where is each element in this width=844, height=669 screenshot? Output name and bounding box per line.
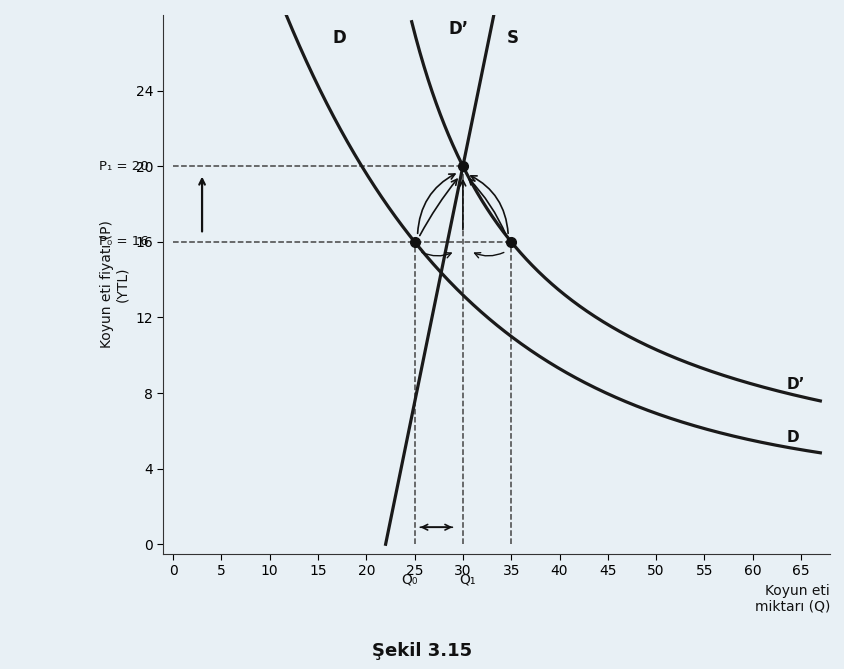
- Text: D’: D’: [448, 20, 468, 38]
- Text: Q₁: Q₁: [459, 573, 475, 587]
- Text: S: S: [506, 29, 517, 47]
- Text: P₁ = 20: P₁ = 20: [100, 160, 149, 173]
- Text: D: D: [786, 430, 798, 445]
- Text: P₀ = 16: P₀ = 16: [100, 235, 149, 248]
- Text: Q₀: Q₀: [401, 573, 418, 587]
- X-axis label: Koyun eti
miktarı (Q): Koyun eti miktarı (Q): [754, 583, 829, 614]
- Text: D’: D’: [786, 377, 804, 392]
- Text: D: D: [332, 29, 346, 47]
- Text: Şekil 3.15: Şekil 3.15: [372, 642, 472, 660]
- Y-axis label: Koyun eti fiyatı (P)
(YTL): Koyun eti fiyatı (P) (YTL): [100, 220, 129, 349]
